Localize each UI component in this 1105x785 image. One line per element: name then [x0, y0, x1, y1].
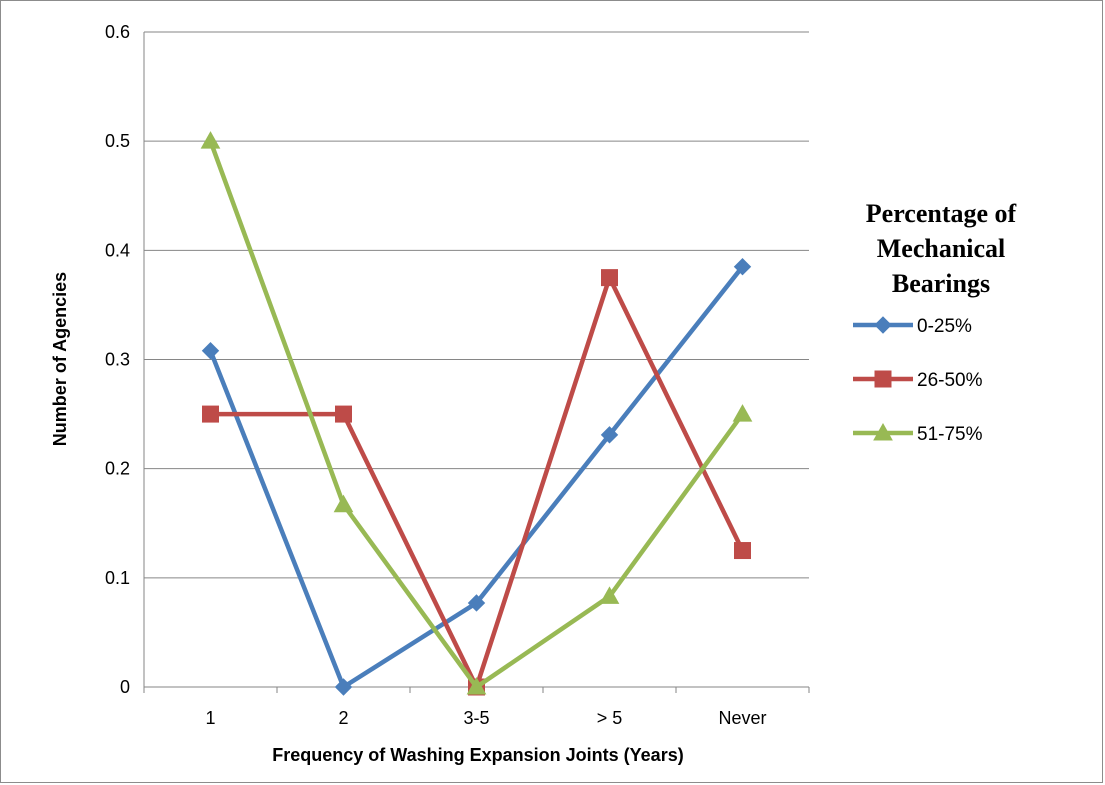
legend-label-0-25-: 0-25%	[917, 316, 972, 337]
x-tick-label-1: 2	[338, 708, 348, 728]
point-51-75--0	[200, 131, 221, 149]
legend-title-line-1: Percentage of	[866, 199, 1017, 228]
gridlines	[144, 31, 809, 579]
x-axis-title: Frequency of Washing Expansion Joints (Y…	[272, 745, 683, 765]
series-layer	[200, 131, 753, 696]
x-tick-label-4: Never	[718, 708, 766, 728]
axes	[143, 32, 810, 693]
legend-item-0-25-: 0-25%	[853, 316, 972, 337]
legend-marker-0-25-	[874, 316, 892, 334]
series-line-26-50-	[210, 275, 745, 690]
point-51-75--4	[732, 404, 753, 422]
x-tick-label-2: 3-5	[463, 708, 489, 728]
point-26-50--0	[202, 405, 219, 423]
legend-title-line-2: Mechanical	[877, 234, 1006, 263]
x-tick-labels: 1 2 3-5 > 5 Never	[205, 708, 766, 728]
legend-marker-26-50-	[874, 370, 892, 388]
y-tick-labels: 0 0.1 0.2 0.3 0.4 0.5 0.6	[105, 22, 130, 697]
legend: Percentage of Mechanical Bearings 0-25% 2…	[853, 199, 1017, 445]
legend-title-line-3: Bearings	[892, 269, 990, 298]
point-0-25--1	[334, 678, 353, 696]
point-0-25--4	[733, 258, 752, 276]
legend-item-51-75-: 51-75%	[853, 422, 983, 445]
y-tick-label-1: 0.1	[105, 568, 130, 588]
point-0-25--0	[201, 342, 220, 360]
y-axis-title: Number of Agencies	[50, 272, 70, 446]
y-tick-label-4: 0.4	[105, 240, 130, 260]
point-26-50--1	[335, 405, 352, 423]
point-51-75--2	[466, 676, 487, 695]
point-26-50--4	[734, 542, 751, 560]
point-0-25--2	[467, 594, 486, 612]
y-tick-label-3: 0.3	[105, 350, 130, 370]
y-tick-label-0: 0	[120, 677, 130, 697]
point-26-50--3	[601, 269, 618, 287]
series-26-50-	[202, 269, 751, 696]
series-0-25-	[201, 258, 752, 696]
x-tick-label-0: 1	[205, 708, 215, 728]
y-tick-label-2: 0.2	[105, 459, 130, 479]
y-tick-label-6: 0.6	[105, 22, 130, 42]
point-51-75--1	[333, 494, 354, 513]
point-51-75--3	[599, 586, 620, 604]
series-51-75-	[200, 131, 753, 695]
legend-label-51-75-: 51-75%	[917, 424, 983, 445]
legend-item-26-50-: 26-50%	[853, 370, 983, 391]
x-tick-label-3: > 5	[597, 708, 623, 728]
legend-marker-51-75-	[873, 422, 893, 441]
point-0-25--3	[600, 426, 619, 444]
y-tick-label-5: 0.5	[105, 131, 130, 151]
legend-items: 0-25% 26-50% 51-75%	[853, 316, 983, 445]
legend-label-26-50-: 26-50%	[917, 370, 983, 391]
series-line-0-25-	[208, 265, 745, 690]
